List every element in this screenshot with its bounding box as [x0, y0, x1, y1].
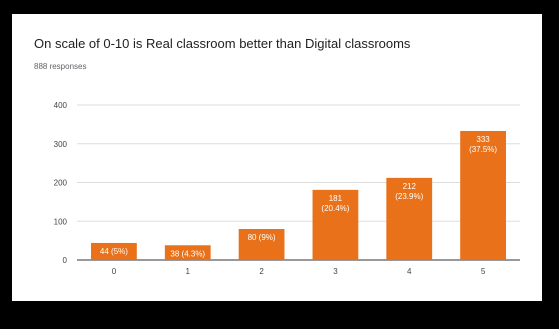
- bar: [312, 189, 359, 260]
- x-tick-label: 1: [186, 267, 191, 276]
- x-tick-label: 0: [112, 267, 117, 276]
- y-tick-label: 300: [54, 140, 68, 149]
- y-tick-label: 0: [63, 256, 68, 265]
- x-tick-label: 2: [259, 267, 264, 276]
- x-tick-label: 3: [333, 267, 338, 276]
- x-tick-label: 5: [481, 267, 486, 276]
- y-tick-label: 200: [54, 179, 68, 188]
- x-tick-label: 4: [407, 267, 412, 276]
- bar: [386, 177, 433, 260]
- y-axis-ticks: 0 100 200 300 400: [54, 101, 68, 265]
- bar: [91, 242, 137, 260]
- data-label: 80 (9%): [248, 233, 276, 242]
- bar: [238, 229, 285, 260]
- data-label: 38 (4.3%): [170, 249, 205, 258]
- bar: [164, 245, 211, 260]
- bar: [460, 130, 506, 260]
- data-label: 212 (23.9%): [395, 182, 423, 201]
- data-label: 44 (5%): [100, 247, 128, 256]
- gridlines: [77, 104, 520, 261]
- chart-title: On scale of 0-10 is Real classroom bette…: [34, 36, 411, 51]
- response-count: 888 responses: [34, 62, 87, 71]
- bar-chart: 0 100 200 300 400 44 (5%) 38 (4.3%) 80 (9%) 181…: [54, 101, 520, 276]
- x-axis-ticks: 0 1 2 3 4 5: [112, 267, 486, 276]
- y-tick-label: 400: [54, 101, 68, 110]
- chart-card: On scale of 0-10 is Real classroom bette…: [12, 14, 542, 301]
- y-tick-label: 100: [54, 217, 68, 226]
- data-label: 181 (20.4%): [321, 194, 349, 213]
- data-label: 333 (37.5%): [469, 135, 497, 154]
- bars: 44 (5%) 38 (4.3%) 80 (9%) 181 (20.4%) 212 (23.…: [91, 130, 506, 260]
